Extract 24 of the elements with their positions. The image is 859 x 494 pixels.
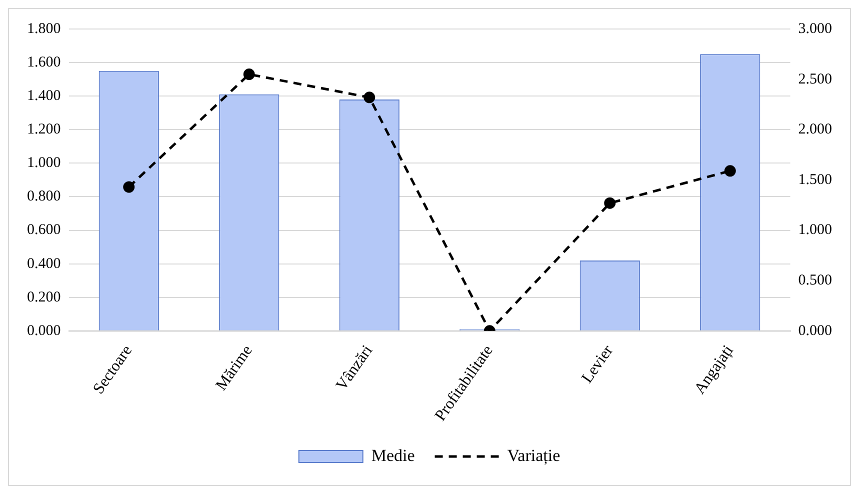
legend-label: Variație	[507, 446, 560, 465]
point	[604, 197, 616, 209]
y-tick-label: 0.200	[27, 289, 61, 306]
y-tick-label: 0.000	[27, 322, 61, 339]
y-tick-label: 1.200	[27, 122, 61, 138]
y-tick-label: 0.600	[27, 222, 61, 238]
y-tick-label: 1.000	[27, 155, 61, 172]
y2-tick-label: 1.000	[798, 222, 832, 238]
y2-tick-label: 3.000	[798, 20, 832, 37]
y-tick-label: 1.800	[27, 20, 61, 37]
y2-tick-label: 0.500	[798, 272, 832, 289]
point	[123, 181, 135, 193]
point	[243, 68, 255, 80]
y2-tick-label: 0.000	[798, 322, 832, 339]
legend-label: Medie	[371, 446, 415, 465]
y-tick-label: 1.600	[27, 54, 61, 70]
point	[724, 165, 736, 177]
y-tick-label: 0.800	[27, 188, 61, 205]
y-tick-label: 0.400	[27, 256, 61, 272]
y-tick-label: 1.400	[27, 88, 61, 104]
point	[364, 92, 376, 104]
y2-tick-label: 1.500	[798, 172, 832, 188]
y2-tick-label: 2.000	[798, 122, 832, 138]
y2-tick-label: 2.500	[798, 71, 832, 88]
